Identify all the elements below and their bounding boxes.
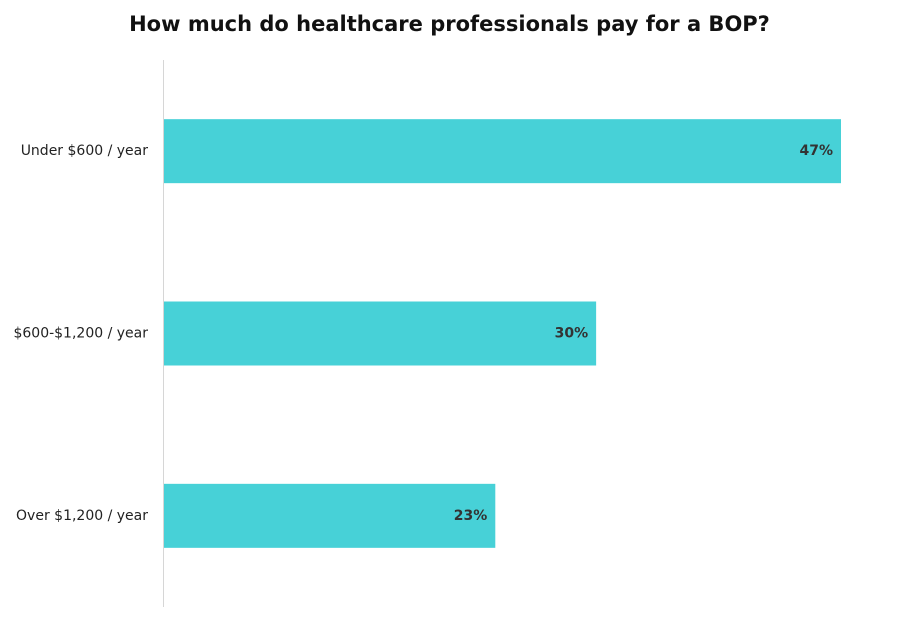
chart-title: How much do healthcare professionals pay… [129, 12, 770, 36]
bar [164, 483, 496, 548]
value-label: 30% [555, 326, 589, 342]
value-label: 23% [454, 508, 488, 524]
bars-layer: Under $600 / year 47% $600-$1,200 / year 30… [13, 119, 841, 548]
value-label: 47% [799, 143, 833, 159]
category-label: $600-$1,200 / year [13, 326, 148, 342]
bar [164, 301, 597, 366]
category-label: Over $1,200 / year [16, 508, 148, 524]
category-label: Under $600 / year [21, 143, 149, 159]
bar [164, 119, 841, 184]
